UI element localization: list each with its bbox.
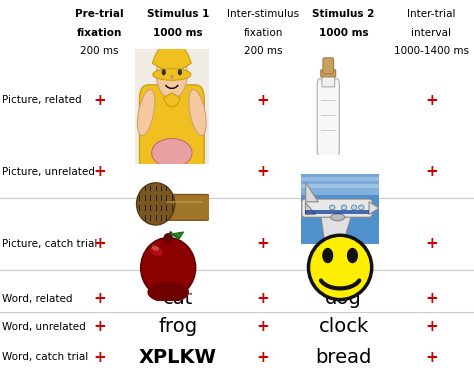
Text: +: +	[425, 164, 438, 180]
Text: Stimulus 1: Stimulus 1	[146, 9, 209, 19]
Polygon shape	[369, 202, 379, 214]
Circle shape	[329, 205, 335, 210]
Text: Picture, catch trial: Picture, catch trial	[2, 239, 98, 249]
Circle shape	[141, 237, 196, 298]
Text: +: +	[257, 319, 269, 335]
Ellipse shape	[189, 90, 206, 136]
Circle shape	[351, 205, 357, 210]
Text: +: +	[257, 291, 269, 306]
Bar	[301, 177, 379, 188]
FancyBboxPatch shape	[322, 73, 335, 87]
Polygon shape	[320, 214, 352, 240]
Text: frog: frog	[158, 318, 197, 336]
FancyBboxPatch shape	[139, 85, 204, 172]
Text: clock: clock	[319, 318, 369, 336]
Wedge shape	[164, 93, 180, 107]
Text: +: +	[425, 319, 438, 335]
Ellipse shape	[153, 69, 191, 80]
FancyBboxPatch shape	[323, 58, 334, 74]
Polygon shape	[306, 182, 318, 202]
Text: +: +	[257, 350, 269, 365]
Text: +: +	[425, 236, 438, 251]
Ellipse shape	[347, 249, 357, 263]
FancyBboxPatch shape	[317, 79, 339, 156]
Polygon shape	[171, 232, 183, 239]
Text: Inter-stimulus: Inter-stimulus	[227, 9, 299, 19]
FancyBboxPatch shape	[302, 199, 372, 217]
Text: 1000-1400 ms: 1000-1400 ms	[394, 46, 469, 56]
Text: +: +	[93, 319, 106, 335]
Text: 200 ms: 200 ms	[244, 46, 283, 56]
Text: +: +	[93, 350, 106, 365]
Text: XPLKW: XPLKW	[139, 348, 217, 367]
Bar	[301, 184, 379, 195]
Circle shape	[341, 205, 347, 210]
Text: +: +	[425, 350, 438, 365]
FancyBboxPatch shape	[321, 70, 336, 77]
Text: +: +	[93, 236, 106, 251]
Bar	[301, 170, 379, 181]
Text: interval: interval	[411, 28, 451, 37]
Text: +: +	[93, 93, 106, 108]
Ellipse shape	[331, 214, 345, 221]
Text: cat: cat	[163, 289, 193, 308]
Text: dog: dog	[325, 289, 362, 308]
Text: 1000 ms: 1000 ms	[319, 28, 368, 37]
Ellipse shape	[152, 245, 159, 251]
Text: Inter-trial: Inter-trial	[407, 9, 456, 19]
Ellipse shape	[150, 247, 163, 256]
Ellipse shape	[137, 90, 155, 136]
Text: Stimulus 2: Stimulus 2	[312, 9, 375, 19]
Text: fixation: fixation	[77, 28, 122, 37]
Bar	[305, 210, 369, 214]
Text: +: +	[425, 291, 438, 306]
FancyBboxPatch shape	[162, 195, 210, 220]
Text: +: +	[93, 291, 106, 306]
Text: 200 ms: 200 ms	[80, 46, 119, 56]
Text: fixation: fixation	[243, 28, 283, 37]
Ellipse shape	[137, 183, 175, 225]
Text: Picture, unrelated: Picture, unrelated	[2, 167, 95, 177]
Ellipse shape	[150, 286, 191, 298]
Text: +: +	[257, 164, 269, 180]
Text: Word, related: Word, related	[2, 294, 73, 304]
Circle shape	[162, 69, 166, 76]
Text: Pre-trial: Pre-trial	[75, 9, 124, 19]
Circle shape	[309, 235, 372, 300]
Ellipse shape	[323, 249, 333, 263]
Polygon shape	[305, 202, 315, 214]
Text: bread: bread	[316, 348, 372, 367]
Circle shape	[164, 233, 173, 243]
Text: +: +	[257, 93, 269, 108]
Circle shape	[358, 205, 364, 210]
Text: Picture, related: Picture, related	[2, 95, 82, 105]
Ellipse shape	[152, 138, 192, 167]
Text: +: +	[425, 93, 438, 108]
Text: 1000 ms: 1000 ms	[153, 28, 202, 37]
Text: Word, unrelated: Word, unrelated	[2, 322, 86, 332]
Text: +: +	[257, 236, 269, 251]
Text: Word, catch trial: Word, catch trial	[2, 352, 89, 362]
Ellipse shape	[147, 282, 189, 303]
Circle shape	[171, 75, 173, 79]
Text: +: +	[93, 164, 106, 180]
Circle shape	[178, 69, 182, 76]
Ellipse shape	[164, 87, 180, 104]
Circle shape	[156, 50, 187, 99]
Wedge shape	[153, 42, 191, 74]
